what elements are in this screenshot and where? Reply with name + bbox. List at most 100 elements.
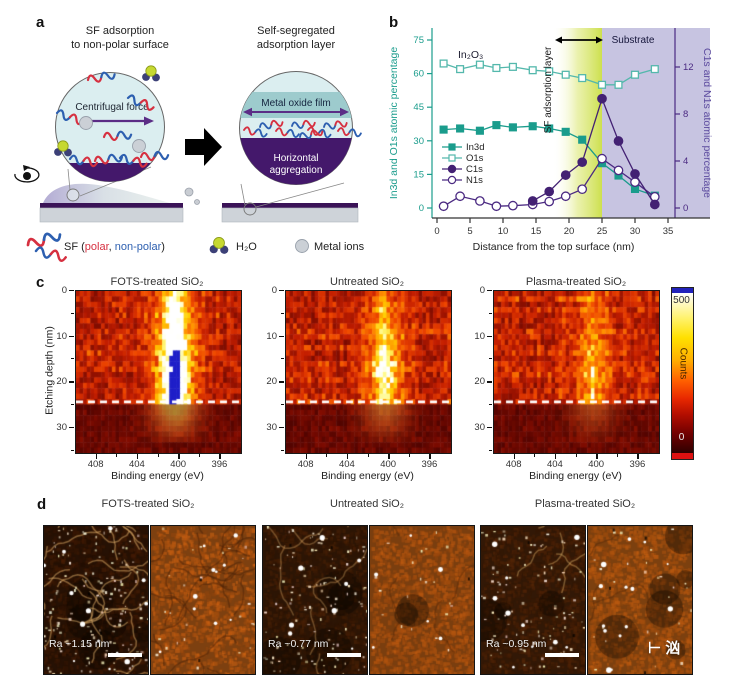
marker-O1s [456, 65, 465, 74]
axis-tick [487, 290, 492, 292]
tick-label-left: 75 [413, 35, 424, 46]
callout-spot-left [66, 188, 80, 202]
marker-C1s [527, 196, 538, 206]
axis-tick [219, 454, 221, 459]
etching-depth-tick-label: 0 [271, 285, 277, 296]
sf-squiggle [323, 120, 348, 130]
h2o-molecule [209, 237, 229, 254]
tick-label-left: 60 [413, 69, 424, 80]
colorbar-min-label: 0 [678, 432, 685, 443]
marker-In3d [492, 121, 501, 130]
colorbar-gradient [672, 293, 693, 453]
metal-ion [79, 116, 93, 130]
right-y-axis-label: C1s and N1s atomic percentage [701, 48, 713, 198]
sf-squiggle [291, 119, 316, 129]
sf-squiggle [337, 127, 362, 138]
axis-tick [596, 454, 598, 459]
axis-tick [489, 358, 492, 360]
axis-tick [489, 449, 492, 451]
axis-tick [429, 454, 431, 459]
afm-title-plasma: Plasma-treated SiO₂ [534, 498, 636, 510]
heatmap-title-fots: FOTS-treated SiO₂ [110, 276, 204, 288]
sf-squiggle [259, 119, 284, 130]
axis-tick [279, 426, 284, 429]
tick-label-left: 45 [413, 102, 424, 113]
axis-tick [305, 454, 308, 459]
heatmap-title-plasma: Plasma-treated SiO₂ [525, 276, 627, 288]
marker-O1s [508, 62, 517, 71]
scale-bar-fots [108, 653, 142, 657]
spread-arrowhead-left [243, 107, 252, 117]
horizontal-aggregation-label-1: Horizontal [273, 153, 318, 164]
legend-label-N1s: N1s [466, 175, 483, 186]
marker-O1s [561, 70, 570, 79]
marker-C1s [630, 169, 640, 179]
spin-axis-icon [23, 172, 31, 180]
axis-tick [71, 358, 74, 360]
axis-tick [71, 404, 74, 406]
axis-tick [71, 312, 74, 314]
colorbar-over-range [672, 288, 693, 293]
etching-depth-tick-label: 10 [266, 330, 277, 342]
binding-energy-axis-label-2: Binding energy (eV) [321, 470, 414, 482]
marker-O1s [650, 65, 659, 74]
sf-squiggle [275, 127, 300, 138]
transition-arrow [185, 128, 222, 166]
panel-a-left-title-1: SF adsorption [86, 25, 154, 37]
binding-energy-axis-label-3: Binding energy (eV) [529, 470, 622, 482]
panel-a-label: a [36, 14, 45, 31]
callout-line [255, 182, 345, 208]
callout-spot-right [243, 202, 257, 216]
sf-squiggle [139, 150, 170, 162]
binding-energy-tick-label: 408 [297, 459, 314, 470]
metal-oxide-band [239, 92, 353, 118]
tick-label-left: 30 [413, 136, 424, 147]
tick-label-right: 0 [683, 203, 688, 214]
sf-squiggle [34, 246, 67, 262]
sf-adsorption-layer-annotation: SF adsorption layer [543, 46, 554, 133]
colorbar-max-label: 500 [673, 295, 690, 306]
axis-tick [326, 454, 328, 457]
colorbar-under-range [672, 453, 693, 459]
spin-arrow-icon [14, 167, 40, 183]
panel-d-label: d [37, 496, 47, 513]
afm-image-fots-height [43, 525, 149, 675]
axis-tick [281, 404, 284, 406]
sf-squiggle [243, 126, 268, 138]
sf-legend-text: SF (polar, non-polar) [64, 241, 165, 253]
binding-energy-tick-label: 404 [128, 459, 145, 470]
axis-tick [116, 454, 118, 457]
etching-depth-tick-label: 30 [474, 421, 485, 433]
marker-O1s [492, 63, 501, 73]
afm-image-fots-phase [150, 525, 256, 675]
etching-depth-tick-label: 30 [56, 421, 67, 433]
axis-tick [178, 454, 180, 459]
sf-squiggle [86, 71, 116, 83]
etching-depth-tick-label: 30 [266, 421, 277, 433]
right-film [222, 203, 358, 208]
marker-C1s [544, 186, 555, 197]
axis-tick [408, 454, 410, 457]
axis-tick [281, 312, 284, 314]
axis-tick [279, 381, 284, 383]
sf-squiggle [126, 94, 155, 111]
spin-arrowhead [23, 165, 30, 171]
axis-tick [616, 454, 618, 457]
legend-marker [448, 143, 456, 151]
etching-depth-tick-label: 10 [56, 330, 67, 342]
binding-energy-tick-label: 408 [87, 459, 104, 470]
marker-O1s [545, 67, 554, 76]
marker-C1s [560, 170, 571, 180]
legend-marker [448, 154, 456, 162]
panel-a-left-title-2: to non-polar surface [71, 39, 169, 51]
h2o-molecule [54, 140, 72, 157]
marker-In3d [528, 122, 537, 131]
axis-tick [69, 335, 74, 338]
etching-depth-tick-label: 10 [474, 330, 485, 342]
left-substrate [39, 207, 184, 223]
binding-energy-tick-label: 396 [211, 459, 228, 470]
metal-ions-legend-text: Metal ions [314, 241, 365, 253]
sf-squiggle [102, 130, 133, 142]
marker-O1s [578, 74, 587, 83]
sf-squiggle [26, 232, 62, 248]
